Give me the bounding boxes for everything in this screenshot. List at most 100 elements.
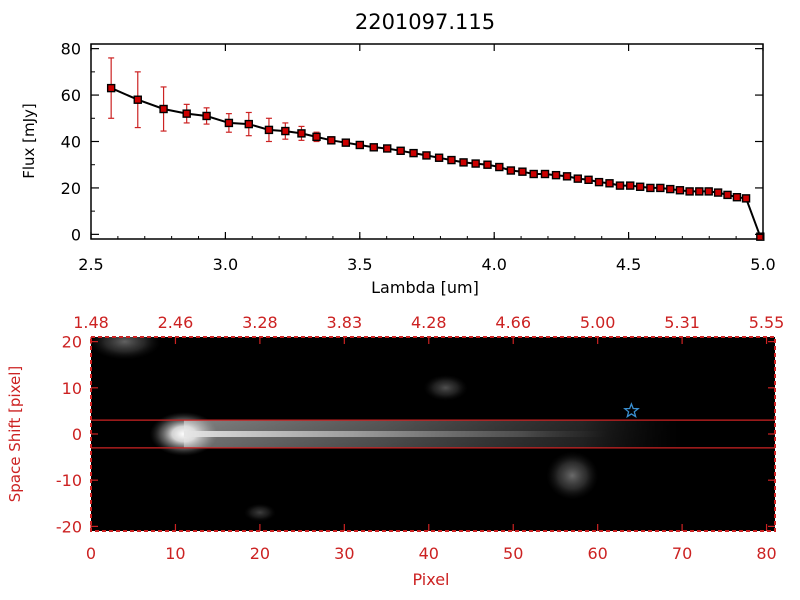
- pixel-axis-ticks: 0 10 20 30 40 50 60 70 80: [86, 524, 777, 563]
- bottom-blob: [243, 503, 276, 522]
- y-tick-label: 80: [61, 40, 81, 59]
- data-point: [704, 187, 713, 196]
- pixel-tick-label: 10: [165, 544, 185, 563]
- space-shift-tick-label: -20: [56, 517, 82, 536]
- wavelength-tick-label: 5.00: [580, 313, 616, 332]
- data-point: [573, 174, 582, 183]
- pixel-tick-label: 50: [503, 544, 523, 563]
- wavelength-tick-label: 1.48: [73, 313, 109, 332]
- star-marker-icon: [623, 402, 640, 419]
- pixel-tick-label: 60: [587, 544, 607, 563]
- data-point: [281, 126, 290, 136]
- pixel-tick-label: 20: [250, 544, 270, 563]
- pixel-tick-label: 70: [672, 544, 692, 563]
- data-point: [551, 170, 561, 180]
- data-point: [695, 187, 704, 196]
- x-axis-label-pixel: Pixel: [412, 570, 449, 589]
- y-axis-ticks: 0 20 40 60 80: [61, 40, 763, 244]
- data-point: [422, 151, 431, 160]
- data-point: [713, 188, 723, 197]
- chart-title: 2201097.115: [355, 10, 495, 34]
- data-point: [562, 172, 572, 181]
- pixel-tick-label: 30: [334, 544, 354, 563]
- data-point: [518, 167, 527, 176]
- y-tick-label: 20: [61, 179, 81, 198]
- aperture-lines: [91, 419, 775, 449]
- data-point: [666, 184, 675, 194]
- data-point: [133, 95, 142, 104]
- space-shift-tick-label: 20: [62, 333, 82, 352]
- data-point: [312, 132, 321, 142]
- space-shift-axis-ticks: 20 10 0 -10 -20: [56, 333, 775, 536]
- wavelength-tick-label: 3.28: [242, 313, 278, 332]
- data-point: [732, 193, 742, 202]
- data-point: [434, 153, 444, 162]
- data-point: [471, 159, 480, 168]
- data-point: [409, 148, 418, 158]
- top-left-blob: [91, 337, 161, 360]
- data-point: [626, 181, 635, 190]
- data-point: [540, 169, 550, 179]
- data-point: [646, 183, 655, 193]
- flux-series-line: [110, 87, 762, 238]
- data-point: [224, 118, 234, 128]
- x-tick-label: 4.5: [616, 255, 641, 274]
- plot-frame: [90, 43, 764, 240]
- space-shift-tick-label: 10: [62, 379, 82, 398]
- wavelength-tick-label: 4.66: [495, 313, 531, 332]
- spectral-image-plot: 0 10 20 30 40 50 60 70 80 1.48 2.46 3.28 3.83 4.28 4.…: [6, 313, 784, 589]
- data-point: [182, 109, 191, 118]
- pixel-tick-label: 0: [86, 544, 96, 563]
- data-point: [447, 155, 456, 165]
- data-point: [483, 160, 492, 169]
- data-point: [605, 179, 614, 188]
- data-point: [723, 190, 732, 200]
- data-point: [635, 182, 645, 191]
- data-point: [396, 146, 405, 155]
- data-point: [756, 232, 765, 241]
- data-point: [584, 175, 593, 185]
- data-point: [297, 129, 306, 138]
- data-point: [685, 187, 694, 196]
- x-tick-label: 2.5: [78, 255, 103, 274]
- data-point: [341, 138, 351, 147]
- space-shift-tick-label: 0: [72, 425, 82, 444]
- wavelength-tick-label: 2.46: [158, 313, 194, 332]
- mid-blob: [423, 374, 468, 401]
- flux-spectrum-plot: 2201097.115 2.5 3.0 3.5 4.0 4.5 5.0 0 20 40 60 80…: [20, 10, 776, 297]
- x-tick-label: 3.0: [213, 255, 238, 274]
- x-axis-label: Lambda [um]: [371, 278, 479, 297]
- data-point: [369, 143, 378, 152]
- x-tick-label: 4.0: [481, 255, 506, 274]
- y-axis-label-space-shift: Space Shift [pixel]: [6, 366, 24, 503]
- data-point: [264, 125, 274, 135]
- lower-right-blob: [546, 451, 599, 500]
- data-point: [741, 194, 751, 203]
- data-point: [355, 140, 364, 150]
- data-point: [615, 181, 625, 190]
- x-tick-label: 3.5: [347, 255, 372, 274]
- y-tick-label: 40: [61, 133, 81, 152]
- data-point: [529, 169, 538, 179]
- data-point: [383, 144, 392, 153]
- trace-core: [183, 431, 608, 437]
- data-point: [327, 136, 336, 145]
- wavelength-tick-label: 4.28: [411, 313, 447, 332]
- space-shift-tick-label: -10: [56, 471, 82, 490]
- y-tick-label: 60: [61, 86, 81, 105]
- pixel-tick-label: 80: [756, 544, 776, 563]
- data-point: [506, 166, 516, 175]
- x-tick-label: 5.0: [750, 255, 775, 274]
- x-axis-ticks: 2.5 3.0 3.5 4.0 4.5 5.0: [78, 44, 776, 274]
- y-axis-label: Flux [mJy]: [20, 103, 38, 179]
- error-bars: [108, 57, 764, 239]
- data-point: [656, 183, 665, 193]
- data-point: [594, 177, 604, 187]
- pixel-tick-label: 40: [419, 544, 439, 563]
- data-point: [495, 162, 504, 172]
- wavelength-tick-label: 5.31: [664, 313, 700, 332]
- data-point: [244, 119, 253, 129]
- y-tick-label: 0: [71, 225, 81, 244]
- data-point: [106, 83, 116, 93]
